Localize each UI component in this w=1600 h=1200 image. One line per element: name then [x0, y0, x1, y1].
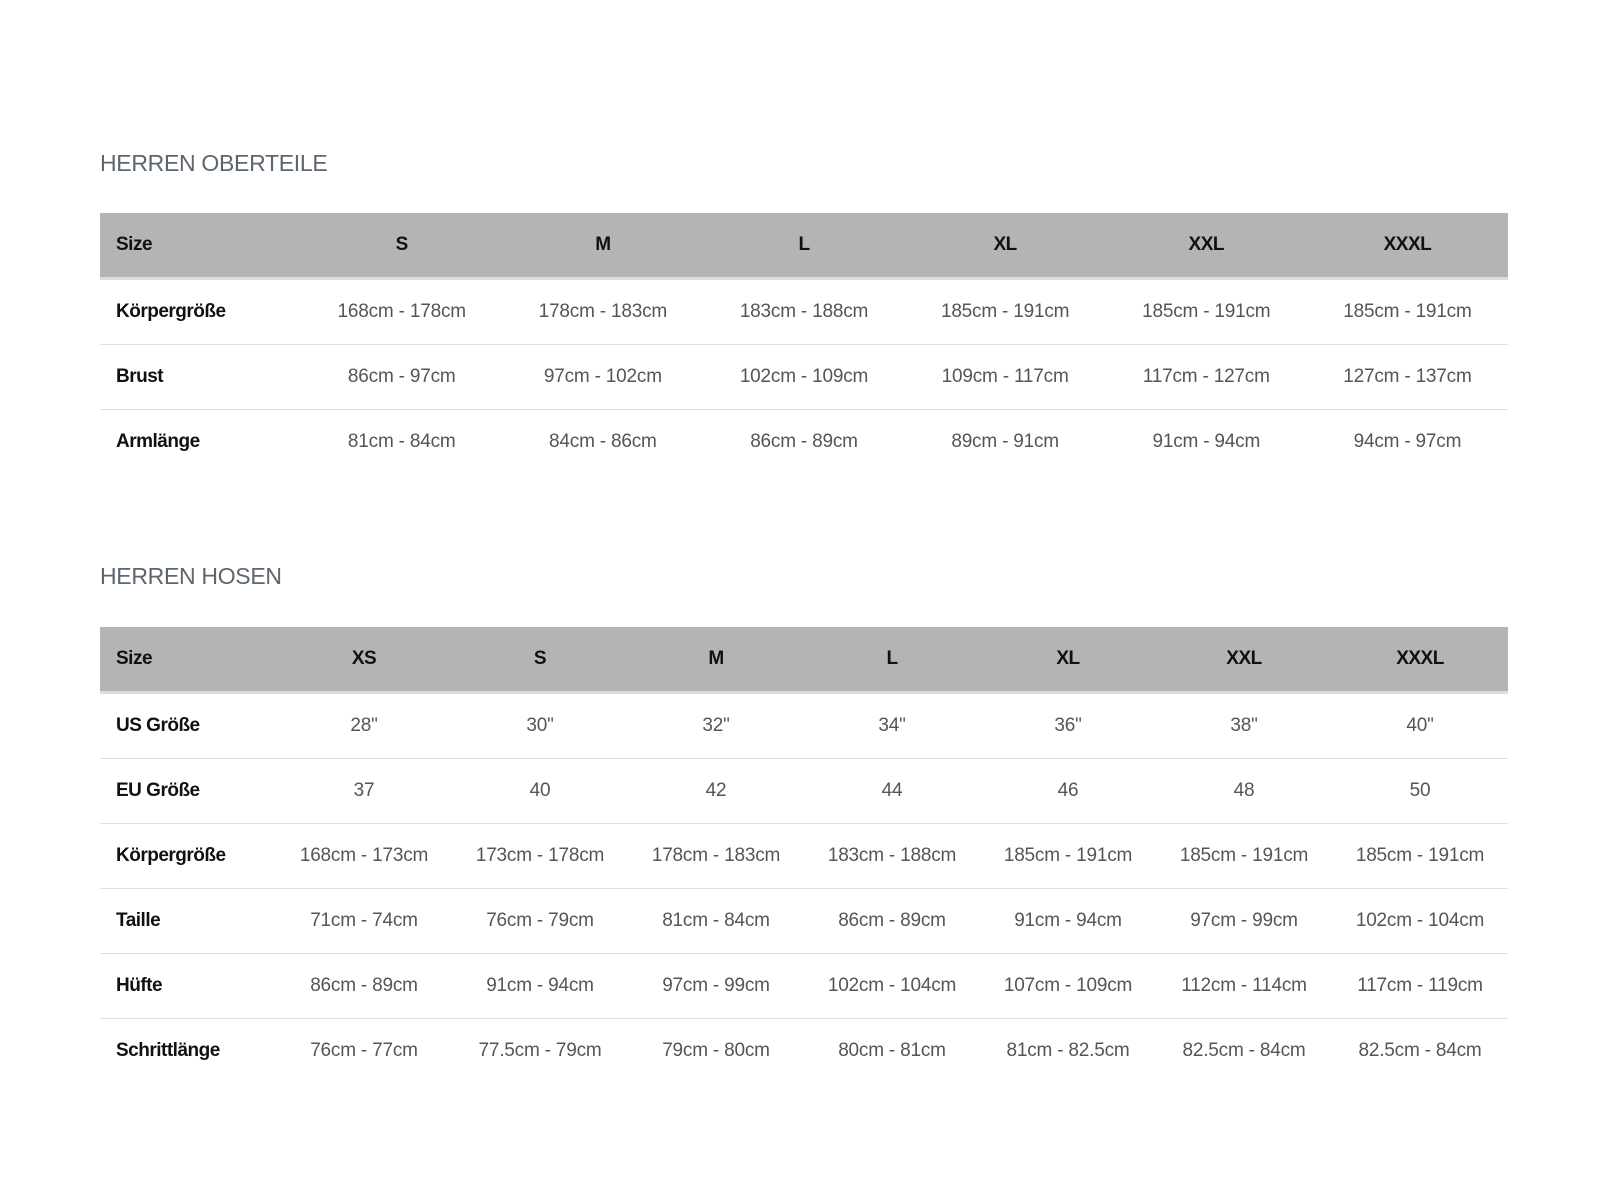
- table-cell: 81cm - 84cm: [628, 888, 804, 954]
- pants-size-table: Size XS S M L XL XXL XXXL US Größe 28" 30" 32" 34" 3…: [100, 627, 1508, 1083]
- table-cell: 40": [1332, 692, 1508, 759]
- table-cell: 117cm - 127cm: [1105, 344, 1307, 410]
- table-cell: 86cm - 89cm: [804, 888, 980, 954]
- table-header-row: Size XS S M L XL XXL XXXL: [100, 627, 1508, 694]
- table-cell: 82.5cm - 84cm: [1182, 1040, 1306, 1061]
- header-size-m: M: [628, 627, 804, 694]
- table-cell: 178cm - 183cm: [502, 278, 704, 345]
- table-row: Hüfte 86cm - 89cm 91cm - 94cm 97cm - 99cm 10…: [100, 953, 1508, 1019]
- table-row: Armlänge 81cm - 84cm 84cm - 86cm 86cm - 89c…: [100, 410, 1508, 475]
- header-size-label: Size: [100, 627, 276, 694]
- table-cell: 97cm - 102cm: [502, 344, 704, 410]
- header-size-xxxl: XXXL: [1332, 627, 1508, 694]
- header-size-xl: XL: [980, 627, 1156, 694]
- row-label: Armlänge: [116, 431, 200, 452]
- header-size-xxxl: XXXL: [1306, 213, 1508, 280]
- table-cell: 28": [276, 692, 452, 759]
- table-cell: 109cm - 117cm: [904, 344, 1106, 410]
- header-size-l: L: [703, 213, 905, 280]
- table-row: Körpergröße 168cm - 178cm 178cm - 183cm 183…: [100, 278, 1508, 345]
- table-cell: 91cm - 94cm: [452, 953, 628, 1019]
- table-cell: 79cm - 80cm: [662, 1040, 770, 1061]
- table-cell: 34": [804, 692, 980, 759]
- table-cell: 81cm - 82.5cm: [1006, 1040, 1130, 1061]
- table-cell: 38": [1156, 692, 1332, 759]
- table-row: Brust 86cm - 97cm 97cm - 102cm 102cm - 109c…: [100, 344, 1508, 410]
- header-size-m: M: [502, 213, 704, 280]
- table-cell: 117cm - 119cm: [1332, 953, 1508, 1019]
- pants-section-title: HERREN HOSEN: [100, 563, 282, 589]
- row-label: Taille: [100, 888, 276, 954]
- table-cell: 185cm - 191cm: [1332, 823, 1508, 889]
- table-header-row: Size S M L XL XXL XXXL: [100, 213, 1508, 280]
- table-cell: 102cm - 104cm: [1332, 888, 1508, 954]
- table-cell: 86cm - 89cm: [276, 953, 452, 1019]
- header-size-xs: XS: [276, 627, 452, 694]
- table-cell: 183cm - 188cm: [804, 823, 980, 889]
- row-label: Körpergröße: [100, 823, 276, 889]
- header-size-xl: XL: [904, 213, 1106, 280]
- row-label: Körpergröße: [100, 278, 302, 345]
- table-cell: 82.5cm - 84cm: [1358, 1040, 1482, 1061]
- table-cell: 102cm - 109cm: [703, 344, 905, 410]
- header-size-s: S: [452, 627, 628, 694]
- table-cell: 185cm - 191cm: [1306, 278, 1508, 345]
- table-cell: 91cm - 94cm: [1152, 431, 1261, 452]
- header-size-xxl: XXL: [1105, 213, 1307, 280]
- table-cell: 30": [452, 692, 628, 759]
- table-cell: 37: [276, 758, 452, 824]
- table-cell: 185cm - 191cm: [904, 278, 1106, 345]
- table-cell: 102cm - 104cm: [804, 953, 980, 1019]
- table-cell: 42: [628, 758, 804, 824]
- table-row: EU Größe 37 40 42 44 46 48 50: [100, 758, 1508, 824]
- table-cell: 76cm - 77cm: [310, 1040, 418, 1061]
- table-cell: 107cm - 109cm: [980, 953, 1156, 1019]
- table-cell: 183cm - 188cm: [703, 278, 905, 345]
- table-cell: 36": [980, 692, 1156, 759]
- table-cell: 50: [1332, 758, 1508, 824]
- table-cell: 46: [980, 758, 1156, 824]
- table-cell: 168cm - 178cm: [301, 278, 503, 345]
- row-label: Hüfte: [100, 953, 276, 1019]
- table-cell: 112cm - 114cm: [1156, 953, 1332, 1019]
- table-cell: 84cm - 86cm: [549, 431, 657, 452]
- table-cell: 48: [1156, 758, 1332, 824]
- table-cell: 40: [452, 758, 628, 824]
- table-cell: 44: [804, 758, 980, 824]
- table-cell: 94cm - 97cm: [1353, 431, 1462, 452]
- table-cell: 76cm - 79cm: [452, 888, 628, 954]
- table-row: Körpergröße 168cm - 173cm 173cm - 178cm 178…: [100, 823, 1508, 889]
- table-cell: 185cm - 191cm: [980, 823, 1156, 889]
- table-cell: 185cm - 191cm: [1105, 278, 1307, 345]
- table-cell: 71cm - 74cm: [276, 888, 452, 954]
- table-cell: 185cm - 191cm: [1156, 823, 1332, 889]
- table-row: US Größe 28" 30" 32" 34" 36" 38" 40": [100, 692, 1508, 759]
- table-cell: 178cm - 183cm: [628, 823, 804, 889]
- table-cell: 97cm - 99cm: [628, 953, 804, 1019]
- table-cell: 173cm - 178cm: [452, 823, 628, 889]
- row-label: EU Größe: [100, 758, 276, 824]
- header-size-label: Size: [100, 213, 302, 280]
- table-cell: 127cm - 137cm: [1306, 344, 1508, 410]
- table-cell: 168cm - 173cm: [276, 823, 452, 889]
- table-cell: 81cm - 84cm: [347, 431, 456, 452]
- table-cell: 86cm - 97cm: [301, 344, 503, 410]
- table-cell: 80cm - 81cm: [838, 1040, 946, 1061]
- row-label: Schrittlänge: [116, 1040, 220, 1061]
- row-label: Brust: [100, 344, 302, 410]
- table-cell: 86cm - 89cm: [750, 431, 858, 452]
- table-cell: 97cm - 99cm: [1156, 888, 1332, 954]
- table-cell: 91cm - 94cm: [980, 888, 1156, 954]
- header-size-s: S: [301, 213, 503, 280]
- header-size-xxl: XXL: [1156, 627, 1332, 694]
- table-row: Taille 71cm - 74cm 76cm - 79cm 81cm - 84cm 8…: [100, 888, 1508, 954]
- table-cell: 89cm - 91cm: [951, 431, 1059, 452]
- table-cell: 77.5cm - 79cm: [478, 1040, 602, 1061]
- table-row: Schrittlänge 76cm - 77cm 77.5cm - 79cm 79cm…: [100, 1019, 1508, 1084]
- tops-size-table: Size S M L XL XXL XXXL Körpergröße 168cm - 178c…: [100, 213, 1508, 474]
- row-label: US Größe: [100, 692, 276, 759]
- table-cell: 32": [628, 692, 804, 759]
- header-size-l: L: [804, 627, 980, 694]
- tops-section-title: HERREN OBERTEILE: [100, 150, 328, 176]
